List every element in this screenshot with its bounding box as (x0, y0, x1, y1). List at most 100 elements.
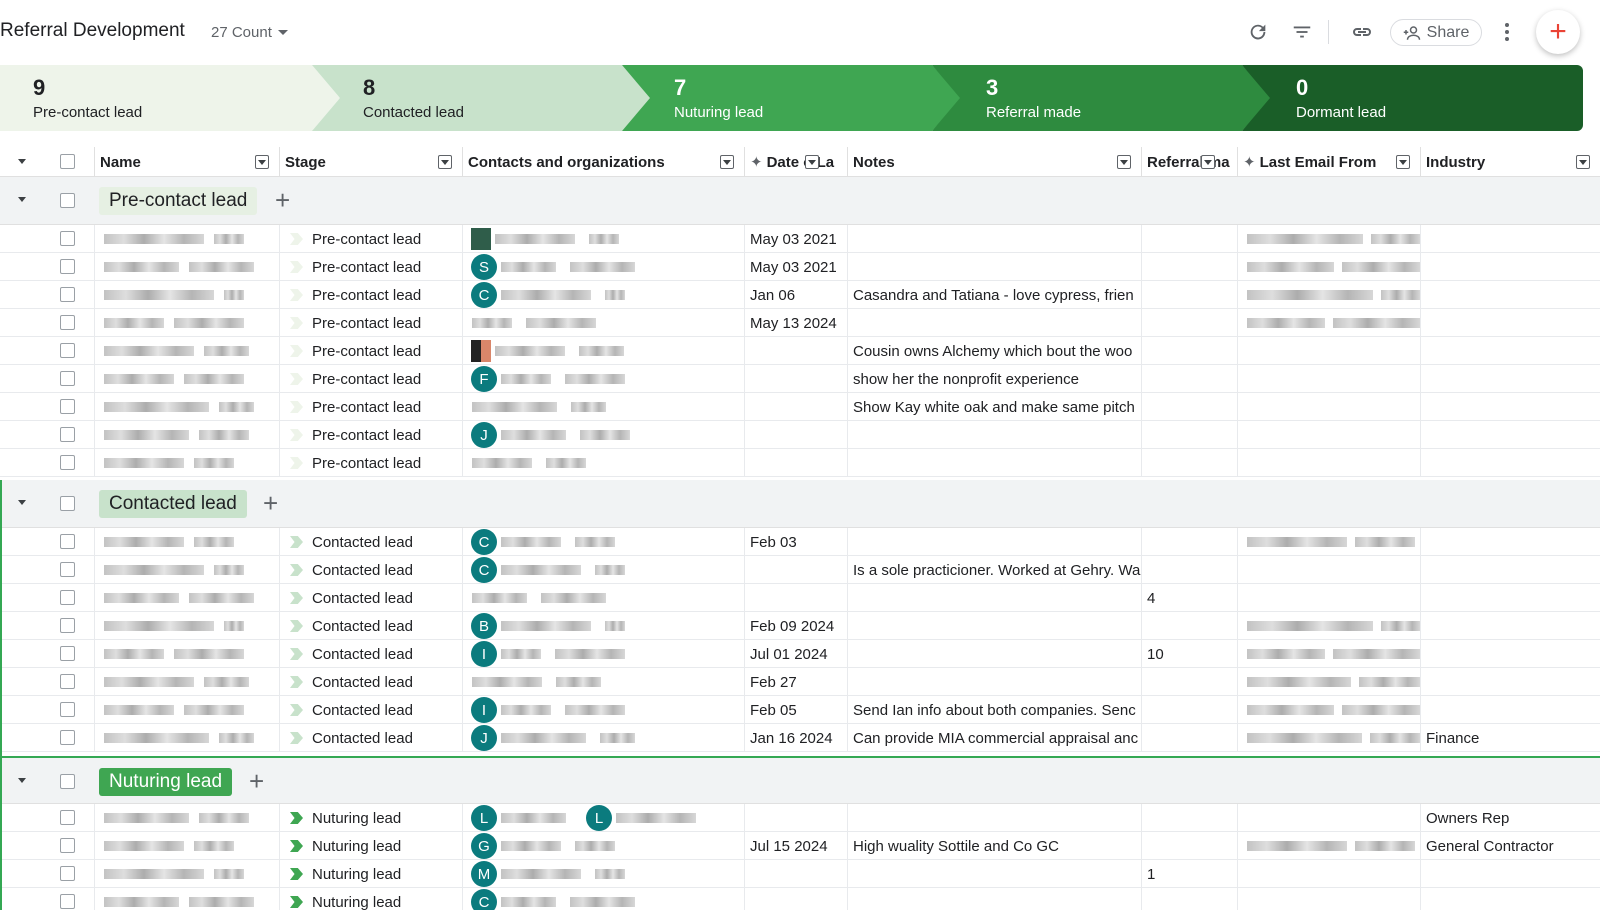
collapse-icon[interactable] (18, 778, 26, 783)
row-checkbox[interactable] (60, 618, 75, 633)
industry-cell[interactable] (1420, 888, 1600, 910)
table-row[interactable]: Pre-contact lead Show Kay white oak and … (0, 393, 1600, 421)
notes-cell[interactable] (847, 888, 1141, 910)
stage-cell[interactable]: Contacted lead (279, 640, 462, 668)
column-header-industry[interactable]: Industry (1420, 147, 1600, 177)
stage-cell[interactable]: Pre-contact lead (279, 281, 462, 309)
row-checkbox[interactable] (60, 590, 75, 605)
last-email-cell[interactable] (1237, 612, 1420, 640)
last-email-cell[interactable] (1237, 556, 1420, 584)
contacts-cell[interactable]: C (462, 556, 744, 584)
column-menu-icon[interactable] (1201, 155, 1215, 169)
last-email-cell[interactable] (1237, 668, 1420, 696)
name-cell[interactable] (94, 253, 279, 281)
date-cell[interactable] (744, 860, 847, 888)
referral-cell[interactable] (1141, 888, 1237, 910)
industry-cell[interactable] (1420, 393, 1600, 421)
industry-cell[interactable] (1420, 584, 1600, 612)
table-row[interactable]: Pre-contact lead S May 03 2021 (0, 253, 1600, 281)
collapse-icon[interactable] (18, 197, 26, 202)
notes-cell[interactable] (847, 528, 1141, 556)
stage-cell[interactable]: Contacted lead (279, 528, 462, 556)
date-cell[interactable]: Feb 03 (744, 528, 847, 556)
row-checkbox[interactable] (60, 702, 75, 717)
notes-cell[interactable] (847, 668, 1141, 696)
notes-cell[interactable] (847, 309, 1141, 337)
referral-cell[interactable]: 1 (1141, 860, 1237, 888)
date-cell[interactable] (744, 365, 847, 393)
group-checkbox[interactable] (60, 193, 75, 208)
table-row[interactable]: Contacted lead Feb 27 (0, 668, 1600, 696)
link-icon[interactable] (1350, 20, 1374, 44)
table-row[interactable]: Pre-contact lead F show her the nonprofi… (0, 365, 1600, 393)
contacts-cell[interactable]: B (462, 612, 744, 640)
referral-cell[interactable] (1141, 421, 1237, 449)
industry-cell[interactable] (1420, 668, 1600, 696)
stage-cell[interactable]: Pre-contact lead (279, 225, 462, 253)
industry-cell[interactable] (1420, 253, 1600, 281)
table-row[interactable]: Pre-contact lead May 03 2021 (0, 225, 1600, 253)
name-cell[interactable] (94, 337, 279, 365)
row-checkbox[interactable] (60, 399, 75, 414)
row-checkbox[interactable] (60, 231, 75, 246)
contact-avatar[interactable]: B (471, 613, 497, 639)
table-row[interactable]: Contacted lead C Is a sole practicioner.… (0, 556, 1600, 584)
row-checkbox[interactable] (60, 730, 75, 745)
contact-avatar[interactable]: G (471, 833, 497, 859)
date-cell[interactable]: Feb 09 2024 (744, 612, 847, 640)
table-row[interactable]: Contacted lead B Feb 09 2024 (0, 612, 1600, 640)
name-cell[interactable] (94, 584, 279, 612)
industry-cell[interactable] (1420, 528, 1600, 556)
referral-cell[interactable] (1141, 365, 1237, 393)
column-header-notes[interactable]: Notes (847, 147, 1141, 177)
contacts-cell[interactable]: C (462, 281, 744, 309)
last-email-cell[interactable] (1237, 860, 1420, 888)
collapse-all-icon[interactable] (18, 159, 26, 164)
industry-cell[interactable] (1420, 365, 1600, 393)
table-row[interactable]: Pre-contact lead (0, 449, 1600, 477)
name-cell[interactable] (94, 556, 279, 584)
date-cell[interactable]: Jul 01 2024 (744, 640, 847, 668)
pipeline-stage-referral[interactable]: 3 Referral made (932, 65, 1272, 131)
row-checkbox[interactable] (60, 646, 75, 661)
notes-cell[interactable]: show her the nonprofit experience (847, 365, 1141, 393)
date-cell[interactable] (744, 556, 847, 584)
contacts-cell[interactable]: S (462, 253, 744, 281)
contacts-cell[interactable]: I (462, 696, 744, 724)
referral-cell[interactable] (1141, 281, 1237, 309)
industry-cell[interactable] (1420, 640, 1600, 668)
notes-cell[interactable] (847, 804, 1141, 832)
referral-cell[interactable] (1141, 612, 1237, 640)
industry-cell[interactable] (1420, 696, 1600, 724)
notes-cell[interactable] (847, 225, 1141, 253)
date-cell[interactable]: Feb 27 (744, 668, 847, 696)
table-row[interactable]: Contacted lead I Feb 05 Send Ian info ab… (0, 696, 1600, 724)
name-cell[interactable] (94, 365, 279, 393)
name-cell[interactable] (94, 393, 279, 421)
group-checkbox[interactable] (60, 774, 75, 789)
referral-cell[interactable] (1141, 225, 1237, 253)
notes-cell[interactable]: High wuality Sottile and Co GC (847, 832, 1141, 860)
referral-cell[interactable] (1141, 393, 1237, 421)
row-checkbox[interactable] (60, 838, 75, 853)
last-email-cell[interactable] (1237, 393, 1420, 421)
referral-cell[interactable] (1141, 832, 1237, 860)
column-menu-icon[interactable] (438, 155, 452, 169)
name-cell[interactable] (94, 225, 279, 253)
date-cell[interactable]: May 03 2021 (744, 225, 847, 253)
name-cell[interactable] (94, 612, 279, 640)
name-cell[interactable] (94, 528, 279, 556)
last-email-cell[interactable] (1237, 253, 1420, 281)
contact-avatar[interactable]: J (471, 725, 497, 751)
date-cell[interactable]: Jul 15 2024 (744, 832, 847, 860)
last-email-cell[interactable] (1237, 640, 1420, 668)
row-checkbox[interactable] (60, 259, 75, 274)
notes-cell[interactable] (847, 640, 1141, 668)
contact-avatar[interactable]: C (471, 282, 497, 308)
contacts-cell[interactable] (462, 225, 744, 253)
industry-cell[interactable]: General Contractor (1420, 832, 1600, 860)
last-email-cell[interactable] (1237, 449, 1420, 477)
stage-cell[interactable]: Contacted lead (279, 668, 462, 696)
row-checkbox[interactable] (60, 343, 75, 358)
